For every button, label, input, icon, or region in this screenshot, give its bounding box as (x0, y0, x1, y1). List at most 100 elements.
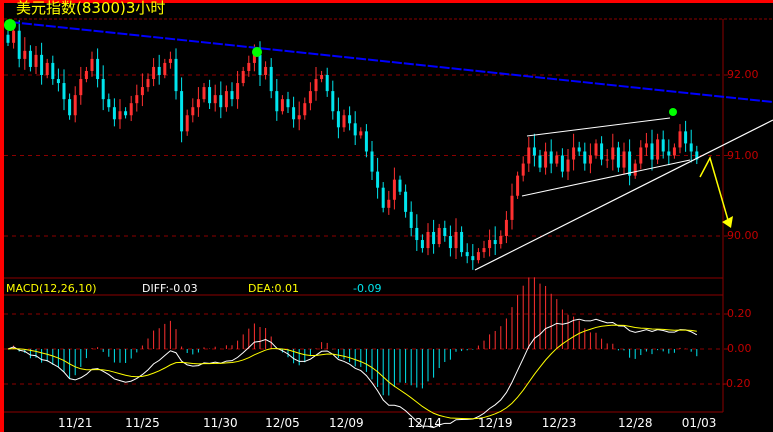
chart-title: 美元指数(8300)3小时 (16, 0, 166, 17)
candle-body (392, 179, 396, 200)
candle-body (73, 95, 77, 116)
candle-body (504, 219, 508, 236)
candle-body (247, 62, 251, 71)
candle-body (118, 111, 122, 120)
candle-body (174, 58, 178, 92)
macd-diff-line (7, 318, 698, 429)
candle-body (297, 115, 301, 120)
candle-body (398, 179, 402, 192)
candle-body (336, 111, 340, 128)
y-tick-label: 90.00 (727, 229, 759, 242)
candle-body (583, 151, 587, 164)
candle-body (605, 159, 609, 161)
candle-body (521, 163, 525, 176)
candle-body (224, 91, 228, 108)
candle-body (661, 139, 665, 152)
candle-body (252, 54, 256, 63)
candle-body (101, 79, 105, 100)
candle-body (241, 70, 245, 84)
candle-body (532, 147, 536, 156)
candle-body (62, 83, 66, 100)
x-tick-label: 12/28 (617, 416, 653, 430)
candle-body (600, 143, 604, 160)
candle-body (577, 147, 581, 152)
x-tick-label: 11/21 (57, 416, 93, 430)
candle-body (516, 175, 520, 196)
candle-body (510, 195, 514, 220)
candle-body (152, 66, 156, 80)
peak-marker (252, 47, 262, 57)
macd-hist-value: -0.09 (353, 282, 382, 295)
candle-body (488, 240, 492, 249)
candle-body (572, 147, 576, 160)
candle-body (471, 256, 475, 261)
candle-body (140, 87, 144, 96)
candle-body (689, 143, 693, 152)
candle-body (308, 91, 312, 104)
x-tick-label: 11/25 (125, 416, 160, 430)
candle-body (622, 151, 626, 168)
candle-body (185, 115, 189, 132)
candle-body (163, 62, 167, 75)
candle-body (549, 151, 553, 164)
x-tick-label: 01/03 (681, 416, 717, 430)
candle-body (409, 211, 413, 228)
candle-body (325, 75, 329, 92)
candle-body (639, 147, 643, 164)
candle-body (672, 147, 676, 156)
candle-body (644, 143, 648, 148)
candle-body (493, 240, 497, 245)
macd-tick-label: -0.20 (722, 377, 751, 390)
candle-body (381, 187, 385, 208)
candle-body (432, 231, 436, 245)
candle-body (404, 191, 408, 212)
candle-body (264, 66, 268, 75)
candle-body (320, 75, 324, 80)
candle-body (359, 131, 363, 136)
candle-body (28, 50, 32, 67)
candle-body (191, 107, 195, 116)
forecast-arrowhead (722, 216, 733, 228)
x-tick-label: 12/23 (541, 416, 577, 430)
candle-body (180, 91, 184, 132)
candle-body (275, 91, 279, 112)
candle-body (202, 87, 206, 100)
candle-body (633, 163, 637, 176)
candle-body (420, 240, 424, 249)
candle-body (454, 231, 458, 249)
candle-body (79, 79, 83, 96)
candle-body (331, 91, 335, 112)
x-tick-label: 11/30 (203, 416, 238, 430)
candle-body (146, 79, 150, 88)
candle-body (448, 236, 452, 249)
top-border (0, 0, 773, 3)
candle-body (387, 199, 391, 208)
candle-body (426, 231, 430, 249)
candle-body (135, 95, 139, 104)
candle-body (656, 139, 660, 160)
candle-body (443, 227, 447, 236)
candle-body (96, 58, 100, 80)
candle-body (460, 231, 464, 253)
candle-body (465, 252, 469, 257)
candle-body (348, 115, 352, 124)
candle-body (280, 99, 284, 112)
candle-body (258, 54, 262, 75)
candle-body (544, 151, 548, 168)
candle-body (34, 54, 38, 67)
candle-body (90, 58, 94, 71)
candle-body (499, 236, 503, 245)
y-tick-label: 92.00 (727, 68, 759, 81)
candle-body (157, 66, 161, 75)
candle-body (353, 123, 357, 136)
candle-body (269, 66, 273, 92)
candle-body (376, 171, 380, 188)
candle-body (6, 34, 10, 43)
macd-tick-label: 0.00 (727, 342, 752, 355)
candle-body (628, 151, 632, 176)
candle-body (107, 99, 111, 108)
macd-tick-label: 0.20 (727, 307, 752, 320)
candle-body (56, 79, 60, 84)
candle-body (68, 99, 72, 116)
